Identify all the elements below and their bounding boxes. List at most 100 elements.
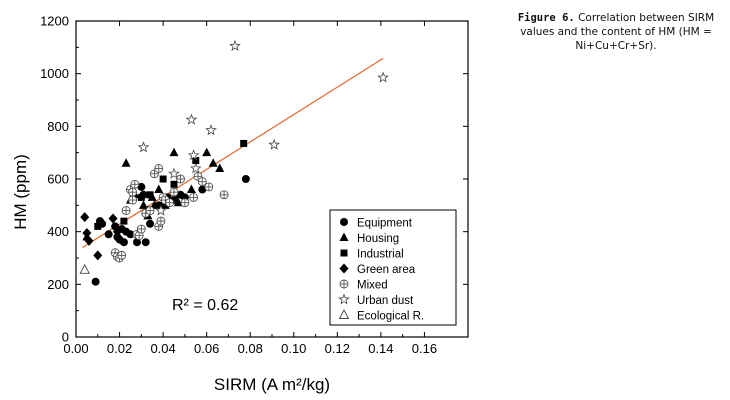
- point-mixed: [128, 195, 138, 205]
- point-housing: [154, 184, 164, 194]
- point-equipment: [137, 182, 146, 191]
- y-tick-label: 1200: [40, 14, 69, 29]
- point-equipment: [198, 185, 207, 194]
- legend-label-industrial: Industrial: [357, 249, 404, 261]
- y-axis-label: HM (ppm): [11, 154, 30, 230]
- x-tick-label: 0.02: [107, 341, 132, 356]
- legend-marker-green-area: [339, 263, 349, 274]
- r-squared-annotation: R² = 0.62: [172, 297, 238, 314]
- point-equipment: [241, 175, 250, 183]
- legend-marker-mixed: [339, 279, 349, 289]
- figure-label: Figure 6.: [517, 12, 575, 24]
- x-tick-label: 0.12: [325, 341, 350, 356]
- x-tick-label: 0.08: [238, 341, 263, 356]
- y-tick-label: 600: [47, 172, 69, 187]
- legend: Equipment Housing Industrial Green area Mixe…: [329, 209, 457, 326]
- point-equipment: [126, 230, 135, 239]
- point-housing: [202, 147, 212, 157]
- point-mixed: [189, 192, 199, 202]
- point-housing: [121, 158, 131, 167]
- axis-ticks: 0.00 0.02 0.04 0.06 0.08 0.10 0.12 0.14 0.16 0 200…: [40, 14, 468, 356]
- legend-label-green-area: Green area: [357, 264, 416, 276]
- point-industrial: [159, 175, 167, 183]
- point-industrial: [192, 157, 200, 165]
- point-industrial: [94, 222, 102, 230]
- point-green-area: [82, 227, 92, 238]
- point-mixed: [197, 177, 207, 187]
- point-equipment: [141, 238, 150, 247]
- point-housing: [173, 197, 183, 207]
- point-urban-dust: [187, 149, 200, 161]
- point-mixed: [180, 198, 190, 208]
- point-mixed: [136, 224, 146, 234]
- point-equipment: [119, 238, 128, 247]
- point-mixed: [204, 182, 214, 192]
- y-tick-label: 400: [47, 224, 69, 239]
- point-mixed: [165, 198, 175, 208]
- point-mixed: [130, 179, 140, 189]
- point-green-area: [112, 226, 122, 237]
- point-mixed: [154, 164, 164, 173]
- legend-label-housing: Housing: [357, 233, 399, 245]
- point-equipment: [132, 238, 141, 247]
- point-industrial: [240, 139, 248, 147]
- point-urban-dust: [205, 124, 217, 136]
- point-urban-dust: [185, 113, 198, 125]
- legend-marker-industrial: [340, 249, 348, 257]
- point-housing: [215, 163, 225, 172]
- point-mixed: [128, 187, 138, 197]
- point-green-area: [80, 212, 90, 223]
- point-industrial: [120, 217, 128, 225]
- point-housing: [160, 200, 170, 209]
- x-tick-label: 0.04: [150, 341, 175, 356]
- point-equipment: [146, 219, 155, 228]
- x-tick-label: 0.14: [368, 341, 393, 356]
- regression-line: [82, 57, 384, 248]
- point-urban-dust: [377, 71, 389, 83]
- point-green-area: [93, 250, 103, 261]
- legend-label-ecological-r: Ecological R.: [357, 311, 424, 323]
- y-tick-label: 200: [47, 277, 69, 292]
- y-tick-label: 1000: [40, 66, 69, 81]
- point-green-area: [84, 235, 94, 246]
- point-equipment: [104, 230, 113, 239]
- point-urban-dust: [189, 162, 202, 174]
- point-housing: [208, 158, 218, 167]
- legend-marker-ecological-r: [338, 309, 350, 319]
- y-tick-label: 0: [62, 330, 69, 345]
- y-tick-label: 800: [47, 119, 69, 134]
- point-urban-dust: [155, 204, 167, 216]
- point-mixed: [121, 206, 131, 216]
- point-industrial: [146, 191, 154, 199]
- x-tick-label: 0.00: [63, 341, 88, 356]
- regression-layer: [82, 57, 384, 248]
- legend-label-equipment: Equipment: [357, 218, 413, 230]
- legend-box: [329, 209, 457, 326]
- point-urban-dust: [137, 141, 150, 153]
- legend-marker-urban-dust: [338, 293, 350, 305]
- x-tick-label: 0.06: [194, 341, 219, 356]
- point-mixed: [169, 187, 179, 197]
- point-mixed: [145, 206, 155, 216]
- point-equipment: [91, 277, 100, 286]
- point-mixed: [156, 216, 166, 226]
- legend-label-mixed: Mixed: [357, 280, 388, 292]
- point-mixed: [219, 190, 229, 200]
- legend-marker-equipment: [340, 218, 348, 226]
- point-mixed: [176, 174, 185, 184]
- point-housing: [186, 184, 196, 194]
- data-points: [79, 39, 389, 286]
- point-housing: [169, 147, 179, 157]
- x-axis-label: SIRM (A m²/kg): [214, 375, 330, 394]
- legend-marker-housing: [339, 232, 349, 241]
- point-mixed: [117, 250, 127, 260]
- point-industrial: [170, 180, 178, 188]
- point-housing: [139, 200, 149, 209]
- figure-caption: Figure 6. Correlation between SIRM value…: [509, 11, 723, 53]
- x-tick-label: 0.16: [412, 341, 437, 356]
- point-urban-dust: [268, 138, 281, 150]
- point-urban-dust: [168, 167, 180, 179]
- point-urban-dust: [229, 39, 241, 51]
- legend-label-urban-dust: Urban dust: [357, 295, 414, 307]
